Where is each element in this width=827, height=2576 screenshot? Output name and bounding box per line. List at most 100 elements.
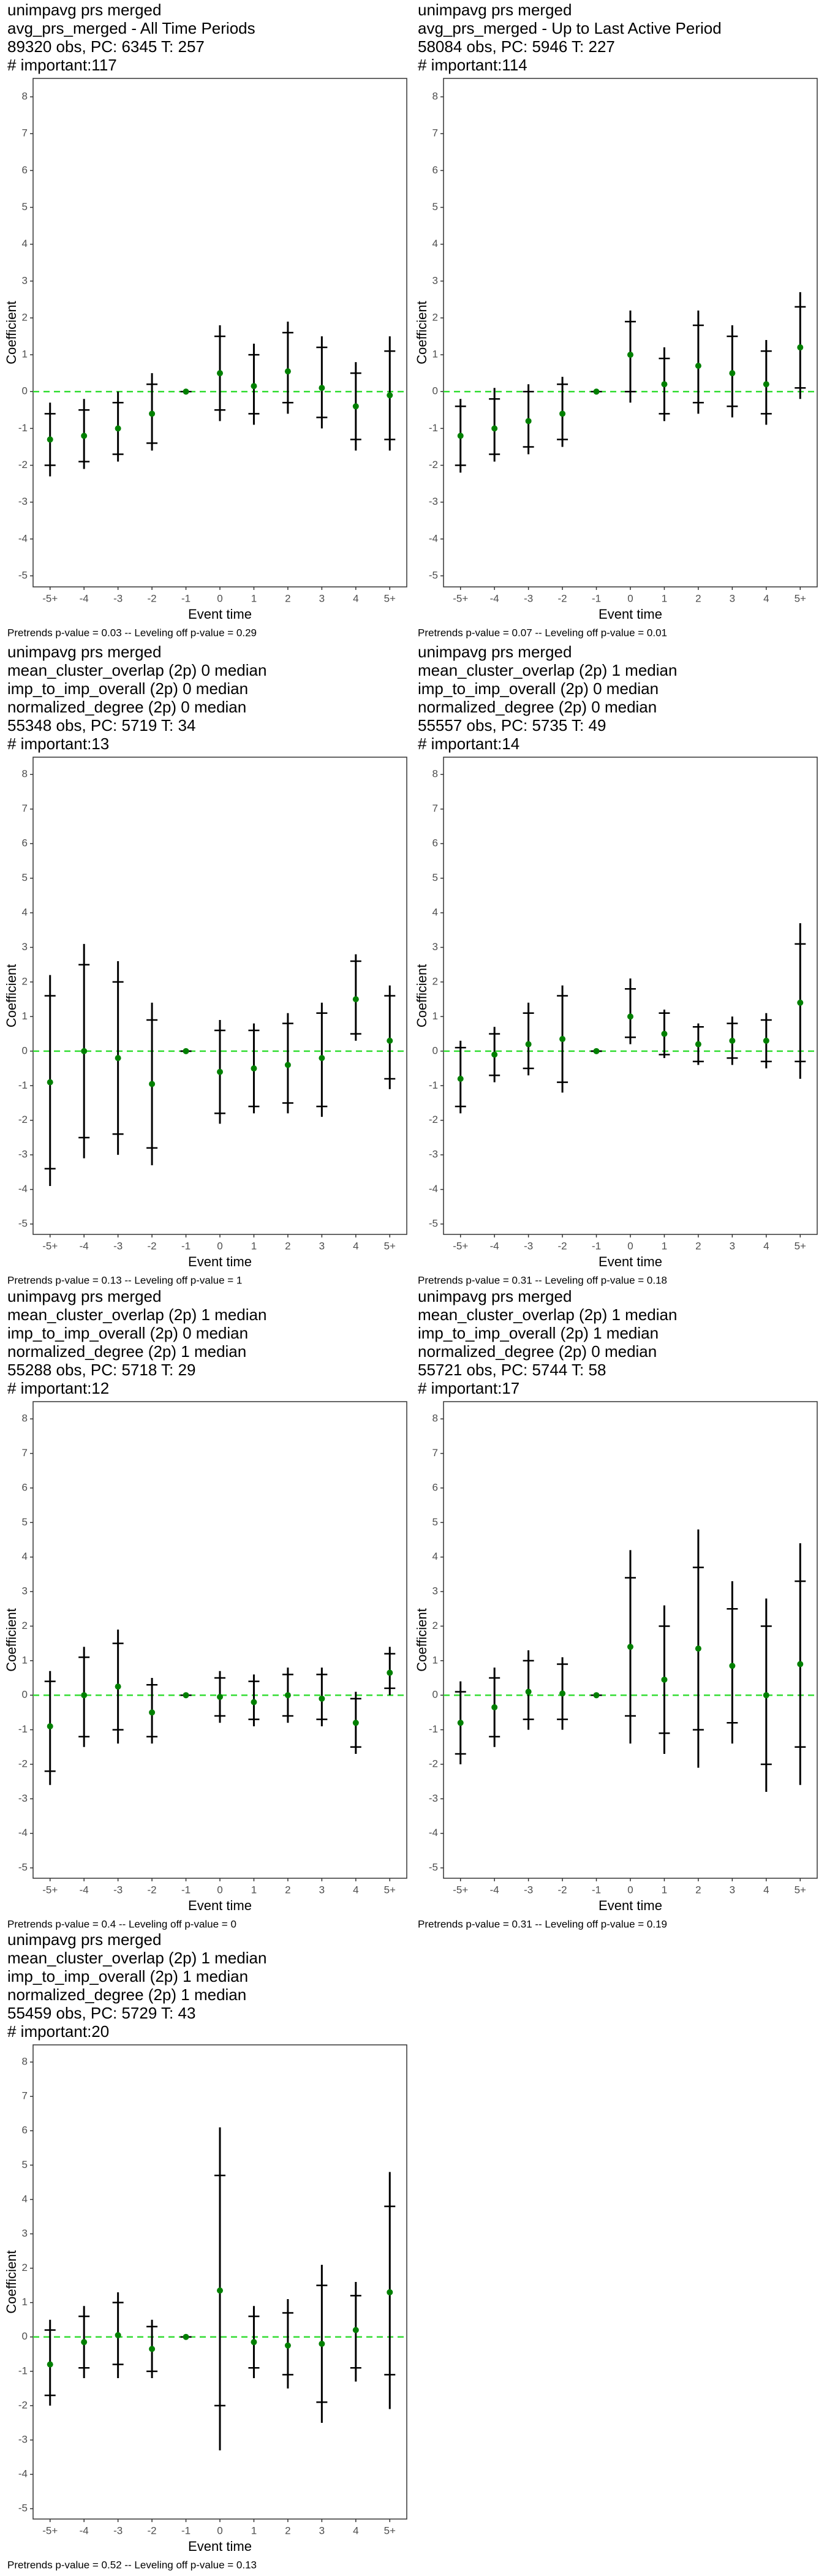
x-tick-label: 1: [251, 592, 257, 604]
x-tick-label: 0: [627, 592, 633, 604]
point-estimate: [695, 1645, 701, 1652]
y-tick-label: 1: [22, 2296, 28, 2308]
x-tick-label: 4: [353, 1884, 358, 1895]
x-axis-label: Event time: [188, 606, 252, 622]
y-tick-label: 3: [22, 1585, 28, 1597]
x-tick-label: -3: [524, 1240, 533, 1252]
point-estimate: [81, 2339, 88, 2346]
chart-title-line: unimpavg prs merged: [418, 1287, 572, 1305]
x-tick-label: 0: [217, 2525, 222, 2536]
y-tick-label: 3: [22, 2227, 28, 2239]
y-tick-label: -4: [429, 1183, 438, 1195]
chart-title-line: normalized_degree (2p) 0 median: [418, 698, 657, 716]
point-estimate: [149, 410, 156, 417]
y-tick-label: 2: [22, 2262, 28, 2273]
chart-title-line: imp_to_imp_overall (2p) 0 median: [7, 1324, 248, 1342]
x-axis-label: Event time: [599, 1898, 662, 1913]
point-estimate: [115, 425, 121, 432]
x-tick-label: -2: [558, 1884, 567, 1895]
point-estimate: [457, 1720, 464, 1726]
x-tick-label: 1: [662, 1240, 667, 1252]
y-tick-label: -3: [429, 1149, 438, 1160]
point-estimate: [763, 1037, 769, 1044]
y-tick-label: -5: [429, 569, 438, 581]
y-tick-label: 2: [22, 1620, 28, 1631]
x-tick-label: 4: [353, 1240, 358, 1252]
point-estimate: [217, 2287, 223, 2294]
point-estimate: [387, 392, 393, 399]
point-estimate: [525, 418, 532, 425]
point-estimate: [284, 1692, 291, 1699]
point-estimate: [47, 1723, 53, 1729]
chart-title-line: imp_to_imp_overall (2p) 1 median: [418, 1324, 659, 1342]
x-tick-label: 1: [251, 1240, 257, 1252]
y-tick-label: 6: [22, 2125, 28, 2136]
point-estimate: [729, 370, 736, 377]
x-tick-label: -3: [524, 592, 533, 604]
point-estimate: [661, 1676, 668, 1683]
y-tick-label: 4: [22, 907, 28, 918]
y-tick-label: 2: [22, 975, 28, 987]
chart-title-line: avg_prs_merged - All Time Periods: [7, 19, 255, 37]
y-tick-label: 7: [432, 1447, 438, 1459]
y-tick-label: 5: [432, 872, 438, 883]
point-estimate: [183, 1048, 189, 1054]
point-estimate: [525, 1041, 532, 1048]
point-estimate: [115, 1683, 121, 1690]
x-tick-label: -2: [148, 2525, 157, 2536]
x-tick-label: 3: [319, 592, 325, 604]
y-tick-label: -5: [429, 1862, 438, 1873]
x-tick-label: 0: [217, 592, 222, 604]
y-tick-label: 5: [22, 872, 28, 883]
x-tick-label: -1: [181, 2525, 191, 2536]
y-tick-label: 7: [22, 127, 28, 139]
y-tick-label: 0: [432, 385, 438, 397]
chart-title-line: mean_cluster_overlap (2p) 1 median: [418, 1305, 677, 1324]
point-estimate: [183, 1692, 189, 1699]
y-tick-label: -2: [18, 459, 28, 470]
x-axis-label: Event time: [599, 1254, 662, 1269]
x-tick-label: 5+: [384, 1240, 396, 1252]
y-tick-label: -2: [18, 2399, 28, 2411]
point-estimate: [729, 1663, 736, 1669]
x-tick-label: -3: [113, 1884, 123, 1895]
chart-title-line: # important:17: [418, 1379, 519, 1397]
point-estimate: [217, 1068, 223, 1075]
y-tick-label: 4: [432, 907, 438, 918]
x-tick-label: 3: [730, 592, 735, 604]
x-tick-label: -1: [181, 592, 191, 604]
point-estimate: [729, 1037, 736, 1044]
point-estimate: [559, 410, 566, 417]
y-tick-label: -3: [18, 1149, 28, 1160]
point-estimate: [763, 381, 769, 388]
point-estimate: [491, 425, 498, 432]
point-estimate: [695, 1041, 701, 1048]
x-tick-label: 5+: [795, 1240, 806, 1252]
point-estimate: [352, 1720, 359, 1726]
point-estimate: [797, 999, 804, 1006]
x-tick-label: -1: [181, 1240, 191, 1252]
x-tick-label: 2: [695, 1240, 701, 1252]
y-tick-label: -1: [429, 1723, 438, 1735]
point-estimate: [115, 1055, 121, 1062]
chart-title-line: 89320 obs, PC: 6345 T: 257: [7, 37, 205, 56]
y-tick-label: 0: [22, 2330, 28, 2342]
point-estimate: [47, 436, 53, 443]
y-tick-label: 5: [22, 201, 28, 213]
y-axis-label: Coefficient: [414, 964, 429, 1028]
point-estimate: [387, 1037, 393, 1044]
y-tick-label: -2: [429, 459, 438, 470]
point-estimate: [797, 344, 804, 351]
y-tick-label: 5: [432, 1516, 438, 1528]
chart-title-line: normalized_degree (2p) 0 median: [418, 1342, 657, 1361]
x-tick-label: -5+: [42, 1884, 58, 1895]
x-axis-label: Event time: [188, 1254, 252, 1269]
y-tick-label: 5: [432, 201, 438, 213]
x-tick-label: -4: [490, 1884, 499, 1895]
plot-panel: [32, 1401, 407, 1879]
point-estimate: [491, 1051, 498, 1058]
x-tick-label: -5+: [42, 2525, 58, 2536]
x-tick-label: -2: [148, 1240, 157, 1252]
chart-title-line: avg_prs_merged - Up to Last Active Perio…: [418, 19, 722, 37]
y-tick-label: 1: [22, 349, 28, 360]
